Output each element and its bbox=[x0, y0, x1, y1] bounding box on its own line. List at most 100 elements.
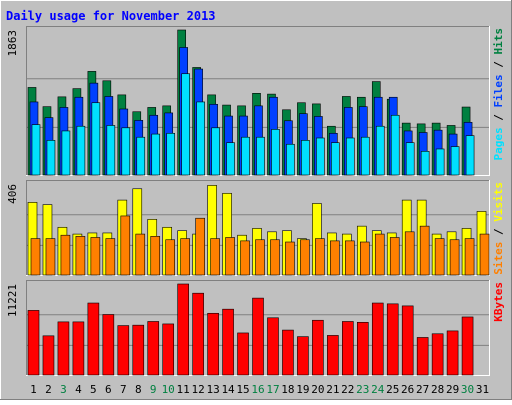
bar-kbytes-3 bbox=[57, 321, 70, 376]
legend-part: Hits bbox=[492, 28, 505, 55]
bar-pages-3 bbox=[61, 130, 71, 176]
bar-pages-12 bbox=[196, 101, 205, 176]
day-label-13: 13 bbox=[206, 383, 219, 396]
y-max-label: 406 bbox=[6, 184, 19, 204]
day-label-31: 31 bbox=[476, 383, 489, 396]
day-label-26: 26 bbox=[401, 383, 414, 396]
bar-kbytes-16 bbox=[252, 297, 264, 376]
bar-sites-3 bbox=[60, 234, 71, 276]
bar-sites-20 bbox=[315, 238, 325, 276]
bar-sites-24 bbox=[374, 233, 385, 276]
bar-kbytes-14 bbox=[222, 308, 234, 376]
bar-sites-25 bbox=[389, 237, 400, 276]
bar-sites-30 bbox=[464, 238, 475, 276]
bar-pages-9 bbox=[151, 133, 161, 176]
day-label-19: 19 bbox=[296, 383, 309, 396]
bar-pages-5 bbox=[91, 102, 101, 176]
bar-pages-14 bbox=[226, 142, 235, 176]
bar-kbytes-29 bbox=[446, 330, 459, 376]
legend-part: Sites bbox=[492, 242, 505, 275]
bar-kbytes-1 bbox=[27, 310, 40, 376]
legend-part: Pages bbox=[492, 127, 505, 160]
bar-kbytes-22 bbox=[342, 321, 354, 376]
bar-kbytes-10 bbox=[162, 323, 175, 376]
bar-kbytes-17 bbox=[267, 317, 279, 376]
bar-pages-11 bbox=[181, 73, 190, 176]
bar-pages-6 bbox=[106, 125, 116, 176]
bar-sites-23 bbox=[359, 241, 370, 276]
panel-visits-sites: 406 Sites / Visits bbox=[6, 180, 505, 276]
bar-sites-10 bbox=[165, 239, 176, 276]
bar-sites-2 bbox=[45, 238, 56, 276]
series-legend-label: KBytes bbox=[492, 282, 505, 322]
bar-kbytes-26 bbox=[401, 305, 414, 376]
chart-title: Daily usage for November 2013 bbox=[6, 9, 216, 23]
bar-pages-27 bbox=[420, 151, 430, 176]
bar-kbytes-4 bbox=[72, 321, 85, 376]
day-label-17: 17 bbox=[266, 383, 279, 396]
bar-pages-15 bbox=[241, 136, 250, 176]
day-label-6: 6 bbox=[105, 383, 112, 396]
day-label-15: 15 bbox=[236, 383, 249, 396]
bar-kbytes-30 bbox=[461, 316, 474, 376]
day-label-20: 20 bbox=[311, 383, 324, 396]
day-label-8: 8 bbox=[135, 383, 142, 396]
series-legend-label: Pages / Files / Hits bbox=[492, 28, 505, 161]
bar-sites-17 bbox=[270, 239, 280, 276]
day-label-27: 27 bbox=[416, 383, 429, 396]
day-label-1: 1 bbox=[30, 383, 37, 396]
day-label-25: 25 bbox=[386, 383, 399, 396]
bar-sites-29 bbox=[449, 239, 460, 276]
bar-sites-12 bbox=[195, 217, 205, 276]
bar-sites-14 bbox=[225, 237, 235, 276]
bar-sites-26 bbox=[404, 231, 415, 276]
legend-part: Files bbox=[492, 74, 505, 107]
bar-kbytes-27 bbox=[416, 337, 429, 376]
day-label-16: 16 bbox=[251, 383, 264, 396]
day-label-22: 22 bbox=[341, 383, 354, 396]
bar-pages-20 bbox=[316, 137, 325, 176]
bar-kbytes-13 bbox=[207, 312, 219, 376]
bar-pages-1 bbox=[31, 124, 41, 176]
bar-sites-19 bbox=[300, 239, 310, 276]
legend-part: / bbox=[492, 55, 505, 75]
bar-sites-18 bbox=[285, 241, 295, 276]
bar-pages-28 bbox=[435, 148, 445, 176]
bar-pages-16 bbox=[256, 136, 265, 176]
day-label-4: 4 bbox=[75, 383, 82, 396]
bar-kbytes-11 bbox=[177, 283, 189, 376]
bar-kbytes-7 bbox=[117, 325, 130, 376]
bar-pages-4 bbox=[76, 125, 86, 176]
bar-kbytes-5 bbox=[87, 302, 100, 376]
day-label-11: 11 bbox=[177, 383, 190, 396]
bar-pages-30 bbox=[465, 135, 475, 176]
bar-kbytes-18 bbox=[282, 329, 294, 376]
panel-hits-files-pages: 1863 Pages / Files / Hits bbox=[6, 26, 505, 176]
day-label-3: 3 bbox=[60, 383, 67, 396]
bar-kbytes-2 bbox=[42, 335, 55, 376]
y-max-label: 11221 bbox=[6, 284, 19, 317]
bar-pages-22 bbox=[346, 137, 355, 176]
bar-kbytes-8 bbox=[132, 324, 145, 376]
day-label-14: 14 bbox=[221, 383, 235, 396]
bar-pages-8 bbox=[136, 136, 146, 176]
bar-kbytes-28 bbox=[431, 333, 444, 376]
bar-pages-29 bbox=[450, 146, 460, 176]
bar-kbytes-23 bbox=[356, 321, 369, 376]
bar-sites-6 bbox=[105, 238, 116, 276]
bar-pages-24 bbox=[375, 125, 385, 176]
legend-part: Visits bbox=[492, 182, 505, 222]
day-axis: 1 2 3 4 5 6 7 8 9 10 11 12 13 14 15 16 17 18 19 20 21 22 23 24 2… bbox=[30, 383, 489, 396]
bar-sites-7 bbox=[120, 215, 131, 276]
day-label-9: 9 bbox=[150, 383, 157, 396]
bar-pages-26 bbox=[405, 142, 415, 176]
bar-pages-23 bbox=[360, 136, 370, 176]
day-label-30: 30 bbox=[461, 383, 474, 396]
bar-kbytes-25 bbox=[386, 303, 399, 376]
bar-sites-16 bbox=[255, 239, 265, 276]
day-label-7: 7 bbox=[120, 383, 127, 396]
legend-part: / bbox=[492, 222, 505, 242]
bar-kbytes-6 bbox=[102, 314, 115, 376]
bar-sites-1 bbox=[30, 238, 41, 276]
